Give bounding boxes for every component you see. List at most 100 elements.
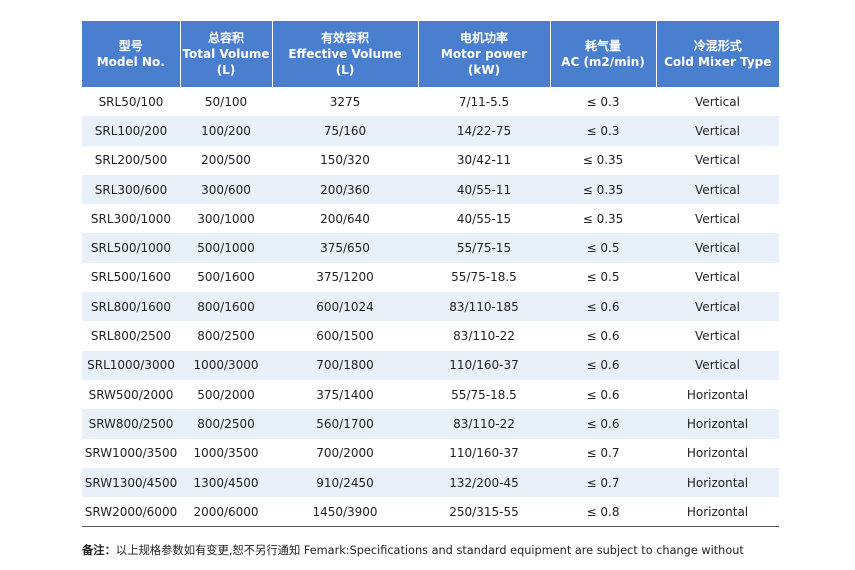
column-header-en: Model No. [96,55,165,69]
table-cell-air-consumption: ≤ 0.5 [550,233,656,263]
table-cell-cold-mixer-type: Horizontal [656,409,779,439]
table-row: SRL500/1000 500/1000 375/650 55/75-15 ≤ 0.5 V… [82,233,779,263]
column-header-effective-volume: 有效容积 Effective Volume (L) [272,21,419,87]
table-cell-model-no: SRL500/1600 [82,262,180,293]
table-cell-cold-mixer-type: Vertical [656,233,779,263]
table-cell-motor-power: 40/55-15 [418,204,550,234]
table-cell-effective-volume: 200/640 [272,204,418,234]
table-cell-effective-volume: 910/2450 [272,467,418,498]
table-body: SRL50/100 50/100 3275 7/11-5.5 ≤ 0.3 Vertical… [82,87,779,528]
table-cell-air-consumption: ≤ 0.35 [550,204,656,234]
table-header-row: 型号 Model No. 总容积 Total Volume (L) 有效容积 Effecti… [82,21,779,87]
table-cell-motor-power: 14/22-75 [418,116,550,146]
table-cell-air-consumption: ≤ 0.6 [550,379,656,410]
column-header-motor-power: 电机功率 Motor power (kW) [418,21,551,87]
column-header-unit: (L) [335,63,355,77]
table-cell-motor-power: 83/110-22 [418,321,550,351]
table-cell-air-consumption: ≤ 0.35 [550,145,656,175]
table-cell-model-no: SRL800/1600 [82,292,180,322]
footnote-text: 以上规格参数如有变更,恕不另行通知 Femark:Specifications … [115,544,744,557]
table-cell-air-consumption: ≤ 0.6 [550,409,656,439]
table-cell-cold-mixer-type: Vertical [656,350,779,380]
table-cell-motor-power: 110/160-37 [418,438,550,468]
table-cell-total-volume: 2000/6000 [180,497,272,528]
column-header-en: AC (m2/min) [561,55,645,69]
table-cell-effective-volume: 375/1400 [272,379,418,410]
table-cell-model-no: SRW2000/6000 [82,497,180,528]
footnote-label: 备注： [82,544,116,557]
table-cell-motor-power: 55/75-18.5 [418,262,550,293]
table-cell-model-no: SRW500/2000 [82,379,180,410]
table-cell-air-consumption: ≤ 0.7 [550,467,656,498]
table-row: SRL100/200 100/200 75/160 14/22-75 ≤ 0.3 Vert… [82,116,779,146]
spec-table-container: 型号 Model No. 总容积 Total Volume (L) 有效容积 Effecti… [82,21,779,528]
table-cell-total-volume: 1000/3500 [180,438,272,468]
table-cell-total-volume: 300/1000 [180,204,272,234]
column-header-en: Effective Volume [288,47,402,61]
table-cell-cold-mixer-type: Horizontal [656,497,779,528]
table-cell-effective-volume: 600/1024 [272,292,418,322]
table-cell-total-volume: 50/100 [180,87,272,117]
table-cell-motor-power: 83/110-185 [418,292,550,322]
table-cell-effective-volume: 600/1500 [272,321,418,351]
footnote: 备注：以上规格参数如有变更,恕不另行通知 Femark:Specificatio… [82,542,802,558]
table-row: SRL300/600 300/600 200/360 40/55-11 ≤ 0.35 Ve… [82,174,779,205]
table-cell-motor-power: 30/42-11 [418,145,550,175]
table-cell-motor-power: 40/55-11 [418,174,550,205]
table-cell-model-no: SRW800/2500 [82,409,180,439]
table-cell-air-consumption: ≤ 0.35 [550,174,656,205]
table-cell-total-volume: 1300/4500 [180,467,272,498]
table-cell-cold-mixer-type: Vertical [656,321,779,351]
table-cell-cold-mixer-type: Vertical [656,262,779,293]
table-cell-model-no: SRL1000/3000 [82,350,180,380]
table-cell-cold-mixer-type: Vertical [656,116,779,146]
column-header-en: Cold Mixer Type [664,55,772,69]
column-header-en: Total Volume [182,47,270,61]
table-cell-model-no: SRW1000/3500 [82,438,180,468]
table-cell-motor-power: 55/75-15 [418,233,550,263]
table-cell-air-consumption: ≤ 0.3 [550,116,656,146]
table-row: SRW2000/6000 2000/6000 1450/3900 250/315-55… [82,497,779,528]
table-row: SRL800/1600 800/1600 600/1024 83/110-185 ≤ 0… [82,292,779,322]
table-cell-air-consumption: ≤ 0.6 [550,292,656,322]
column-header-zh: 有效容积 [320,31,369,45]
table-cell-total-volume: 500/1000 [180,233,272,263]
table-cell-motor-power: 250/315-55 [418,497,550,528]
table-row: SRW500/2000 500/2000 375/1400 55/75-18.5 ≤ 0… [82,379,779,410]
table-cell-total-volume: 500/2000 [180,379,272,410]
table-cell-model-no: SRL300/600 [82,174,180,205]
table-cell-total-volume: 800/2500 [180,321,272,351]
table-cell-model-no: SRW1300/4500 [82,467,180,498]
table-row: SRW1300/4500 1300/4500 910/2450 132/200-45 ≤… [82,467,779,498]
table-cell-cold-mixer-type: Horizontal [656,379,779,410]
table-cell-effective-volume: 1450/3900 [272,497,418,528]
table-cell-total-volume: 800/1600 [180,292,272,322]
table-row: SRL800/2500 800/2500 600/1500 83/110-22 ≤ 0.… [82,321,779,351]
table-cell-effective-volume: 3275 [272,87,418,117]
table-cell-cold-mixer-type: Vertical [656,87,779,117]
table-cell-effective-volume: 200/360 [272,174,418,205]
table-cell-cold-mixer-type: Vertical [656,292,779,322]
column-header-total-volume: 总容积 Total Volume (L) [180,21,273,87]
column-header-en: Motor power [440,47,528,61]
table-cell-effective-volume: 75/160 [272,116,418,146]
column-header-zh: 总容积 [207,31,244,45]
table-cell-model-no: SRL800/2500 [82,321,180,351]
table-cell-effective-volume: 150/320 [272,145,418,175]
spec-table: 型号 Model No. 总容积 Total Volume (L) 有效容积 Effecti… [82,21,779,528]
column-header-unit: (kW) [467,63,501,77]
table-row: SRL300/1000 300/1000 200/640 40/55-15 ≤ 0.35… [82,204,779,234]
table-cell-motor-power: 83/110-22 [418,409,550,439]
table-cell-effective-volume: 700/1800 [272,350,418,380]
table-cell-effective-volume: 375/650 [272,233,418,263]
column-header-zh: 电机功率 [459,31,508,45]
table-cell-air-consumption: ≤ 0.6 [550,350,656,380]
table-row: SRW800/2500 800/2500 560/1700 83/110-22 ≤ 0.… [82,409,779,439]
table-cell-total-volume: 200/500 [180,145,272,175]
table-cell-air-consumption: ≤ 0.3 [550,87,656,117]
table-cell-model-no: SRL100/200 [82,116,180,146]
table-cell-air-consumption: ≤ 0.8 [550,497,656,528]
table-row: SRL200/500 200/500 150/320 30/42-11 ≤ 0.35 Ve… [82,145,779,175]
table-cell-motor-power: 55/75-18.5 [418,379,550,410]
table-row: SRL1000/3000 1000/3000 700/1800 110/160-37 ≤… [82,350,779,380]
